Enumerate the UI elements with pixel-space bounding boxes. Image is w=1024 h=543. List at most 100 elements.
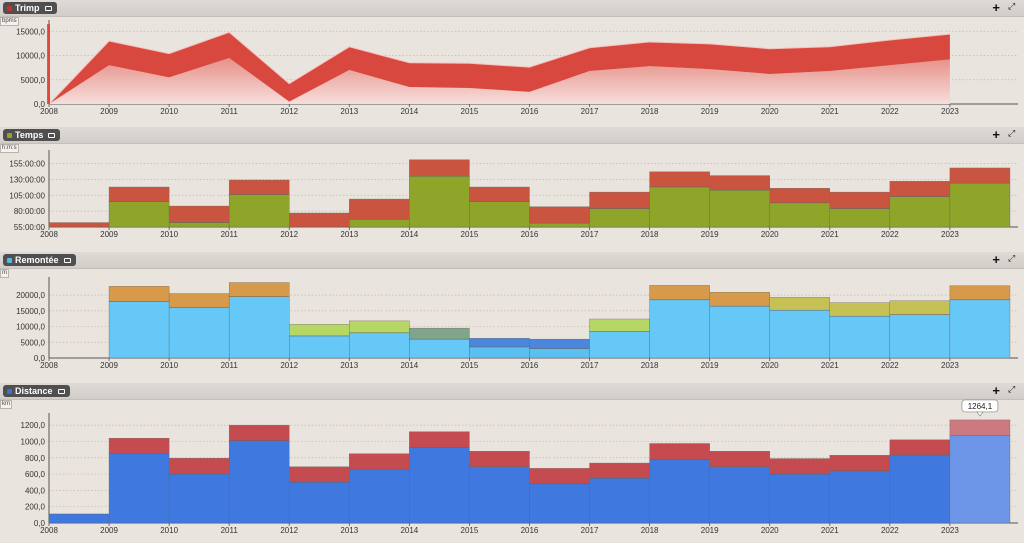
series-color-icon (7, 388, 12, 394)
bar-upper-segment (529, 206, 590, 224)
y-tick-label: 105:00:00 (9, 191, 45, 200)
bar-lower-segment (529, 348, 590, 359)
trimp-range-marker (47, 24, 50, 104)
y-tick-label: 10000,0 (16, 52, 45, 61)
bar-upper-segment (529, 468, 590, 485)
bar-lower-segment (829, 470, 891, 524)
x-tick-label: 2011 (221, 107, 239, 116)
x-tick-label: 2021 (821, 107, 839, 116)
x-tick-label: 2012 (280, 107, 298, 116)
y-tick-label: 80:00:00 (14, 207, 46, 216)
bar-upper-segment (409, 159, 470, 177)
bar-lower-segment (829, 316, 891, 359)
add-icon[interactable]: + (992, 127, 1000, 142)
x-tick-label: 2023 (941, 526, 959, 535)
bar-lower-segment (649, 186, 710, 228)
add-icon[interactable]: + (992, 383, 1000, 398)
expand-icon[interactable]: ⤢ (1008, 384, 1016, 394)
x-tick-label: 2017 (581, 526, 599, 535)
x-tick-label: 2008 (40, 107, 58, 116)
bar-lower-segment (168, 473, 230, 524)
x-tick-label: 2014 (400, 107, 418, 116)
x-tick-label: 2011 (221, 526, 239, 535)
x-tick-label: 2010 (160, 230, 178, 239)
panel-header: Distance + ⤢ (0, 383, 1024, 400)
y-tick-label: 200,0 (25, 503, 46, 512)
x-tick-label: 2023 (941, 107, 959, 116)
x-tick-label: 2012 (280, 526, 298, 535)
trimp-chart: 0,0 5000,0 10000,0 15000,0 2008 2009 2010 2011 2… (16, 20, 1018, 116)
series-color-icon (7, 132, 12, 138)
x-tick-label: 2022 (881, 230, 899, 239)
series-color-icon (7, 5, 12, 11)
add-icon[interactable]: + (992, 252, 1000, 267)
bar-upper-segment (949, 167, 1011, 184)
bar-upper-segment (649, 171, 710, 188)
bar-lower-segment (289, 482, 350, 524)
y-tick-label: 130:00:00 (9, 175, 45, 184)
x-tick-label: 2008 (40, 361, 58, 370)
unit-label: h:m:s (0, 144, 19, 153)
y-tick-label: 20000,0 (16, 291, 45, 300)
comment-icon[interactable] (44, 5, 52, 11)
x-tick-label: 2018 (641, 526, 659, 535)
x-tick-label: 2017 (581, 361, 599, 370)
x-tick-label: 2015 (461, 230, 479, 239)
x-tick-label: 2022 (881, 526, 899, 535)
x-tick-label: 2014 (400, 526, 418, 535)
panel-title-pill[interactable]: Remontée (3, 254, 76, 266)
x-tick-label: 2021 (821, 526, 839, 535)
bar-lower-segment (289, 335, 350, 359)
comment-icon[interactable] (57, 388, 65, 394)
y-tick-label: 155:00:00 (9, 160, 45, 169)
bar-upper-segment (349, 320, 410, 334)
x-tick-label: 2016 (521, 526, 539, 535)
panel-header: Temps + ⤢ (0, 127, 1024, 144)
distance-panel: Distance + ⤢ km 0,0 200,0 400,0 600,0 800,0 1… (0, 383, 1024, 543)
x-tick-label: 2023 (941, 230, 959, 239)
x-tick-label: 2020 (761, 526, 779, 535)
bar-lower-segment (769, 202, 830, 228)
panel-title-pill[interactable]: Distance (3, 385, 70, 397)
expand-icon[interactable]: ⤢ (1008, 253, 1016, 263)
bar-upper-segment (469, 451, 530, 467)
x-tick-label: 2014 (400, 230, 418, 239)
panel-title-pill[interactable]: Temps (3, 129, 61, 141)
bar-lower-segment (108, 453, 170, 524)
x-tick-label: 2017 (581, 230, 599, 239)
x-tick-label: 2012 (280, 361, 298, 370)
panel-header: Trimp + ⤢ (0, 0, 1024, 17)
x-tick-label: 2019 (701, 361, 719, 370)
expand-icon[interactable]: ⤢ (1008, 128, 1016, 138)
bar-upper-segment (168, 457, 230, 475)
y-tick-label: 15000,0 (16, 27, 45, 36)
bar-upper-segment (289, 324, 350, 337)
unit-label: km (0, 400, 12, 409)
panel-title-pill[interactable]: Trimp (3, 2, 57, 14)
x-tick-label: 2009 (100, 107, 118, 116)
bar-lower-segment (48, 513, 110, 524)
bar-upper-segment (829, 191, 891, 209)
panel-title: Distance (15, 386, 53, 396)
comment-icon[interactable] (63, 257, 71, 263)
bar-upper-segment (349, 453, 410, 470)
bar-lower-segment (469, 466, 530, 524)
x-tick-label: 2019 (701, 230, 719, 239)
bar-upper-segment (289, 212, 350, 228)
y-tick-label: 0,0 (34, 354, 46, 363)
bar-upper-segment (228, 282, 290, 297)
expand-icon[interactable]: ⤢ (1008, 1, 1016, 11)
bar-upper-segment (889, 300, 951, 315)
x-tick-label: 2010 (160, 361, 178, 370)
x-tick-label: 2013 (340, 361, 358, 370)
comment-icon[interactable] (48, 132, 56, 138)
bar-lower-segment (228, 296, 290, 359)
bar-lower-segment (349, 332, 410, 359)
x-tick-label: 2019 (701, 107, 719, 116)
bar-lower-segment (469, 201, 530, 228)
bar-upper-segment (649, 443, 710, 460)
y-tick-label: 10000,0 (16, 323, 45, 332)
bar-lower-segment (649, 459, 710, 524)
add-icon[interactable]: + (992, 0, 1000, 15)
